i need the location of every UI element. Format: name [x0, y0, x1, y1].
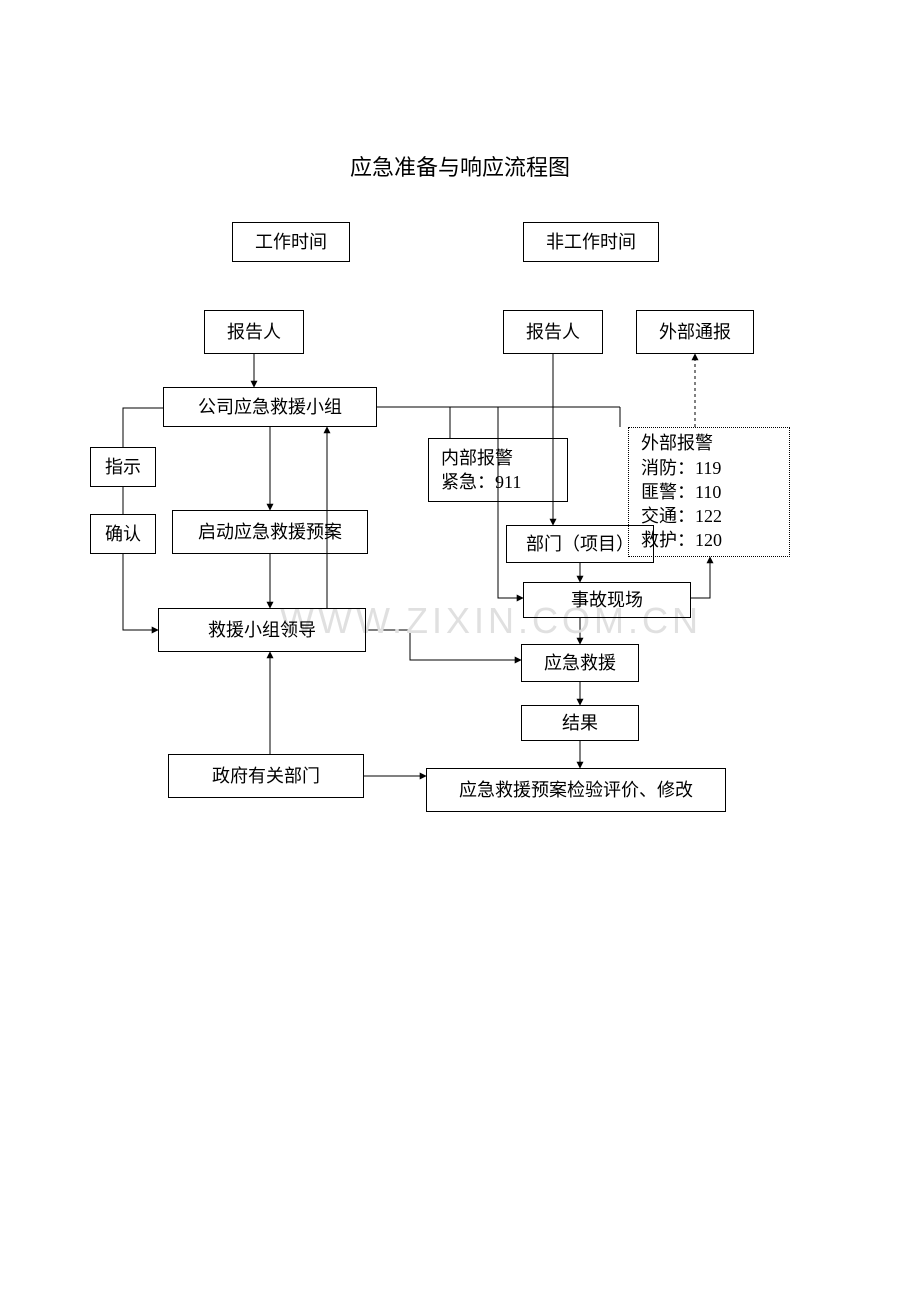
node-eval: 应急救援预案检验评价、修改 [426, 768, 726, 812]
node-result: 结果 [521, 705, 639, 741]
edge [123, 554, 158, 630]
node-work_hours: 工作时间 [232, 222, 350, 262]
node-gov: 政府有关部门 [168, 754, 364, 798]
node-rescue: 应急救援 [521, 644, 639, 682]
flowchart-canvas: 应急准备与响应流程图 WWW.ZIXIN.COM.CN 工作时间非工作时间报告人… [0, 0, 920, 1302]
node-ext_report: 外部通报 [636, 310, 754, 354]
node-dept: 部门（项目） [506, 525, 654, 563]
node-internal_alarm: 内部报警 紧急：911 [428, 438, 568, 502]
edges-layer [0, 0, 920, 1302]
node-nonwork_hours: 非工作时间 [523, 222, 659, 262]
node-instruct: 指示 [90, 447, 156, 487]
diagram-title: 应急准备与响应流程图 [0, 150, 920, 182]
edge [691, 557, 710, 598]
edge [123, 408, 163, 427]
node-confirm: 确认 [90, 514, 156, 554]
node-company_team: 公司应急救援小组 [163, 387, 377, 427]
node-reporter_r: 报告人 [503, 310, 603, 354]
node-scene: 事故现场 [523, 582, 691, 618]
node-reporter_l: 报告人 [204, 310, 304, 354]
edge [366, 630, 521, 660]
node-start_plan: 启动应急救援预案 [172, 510, 368, 554]
node-team_leader: 救援小组领导 [158, 608, 366, 652]
